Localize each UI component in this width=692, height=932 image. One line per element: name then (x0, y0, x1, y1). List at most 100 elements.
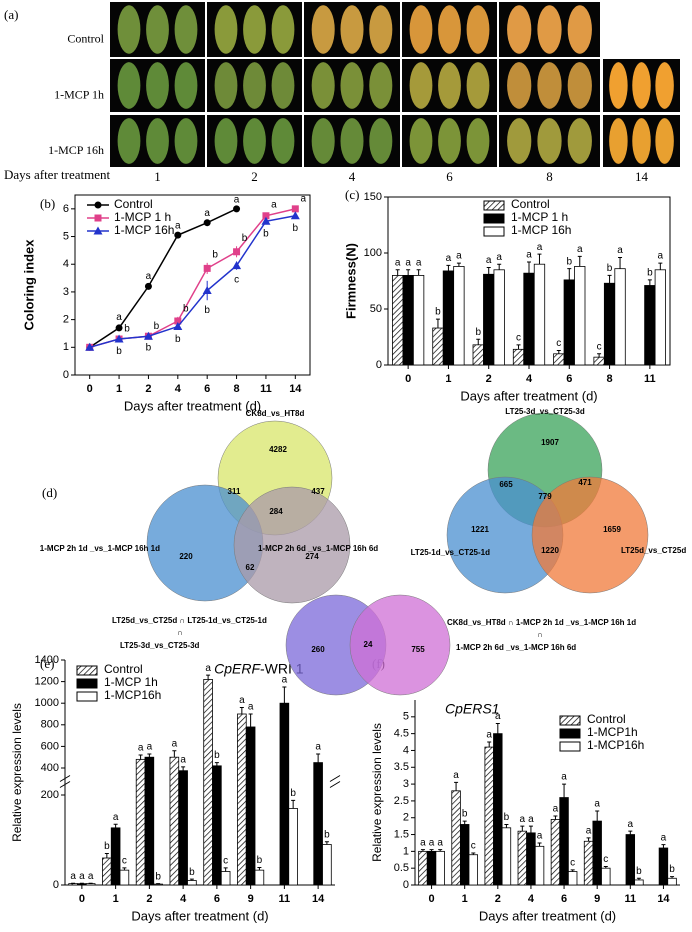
significance-letter: a (175, 220, 181, 231)
significance-letter: c (122, 856, 127, 867)
significance-letter: a (116, 312, 122, 323)
significance-letter: a (453, 770, 459, 781)
bar (85, 883, 96, 886)
x-axis-label: Days after treatment (d) (131, 908, 268, 923)
fruit (537, 5, 562, 54)
error-bar (416, 269, 421, 276)
x-tick-label: 4 (175, 383, 182, 395)
venn-set-label: 1-MCP 2h 6d _vs_1-MCP 16h 6d (258, 544, 378, 553)
fruit (466, 118, 490, 164)
fruit (655, 118, 674, 164)
significance-letter: a (537, 831, 543, 842)
venn-count: 311 (228, 487, 241, 496)
x-tick-label: 1 (113, 893, 119, 905)
significance-letter: c (471, 841, 476, 852)
fruit (655, 62, 674, 109)
legend-label: 1-MCP 16h (114, 223, 174, 237)
bar (644, 285, 656, 366)
x-axis-label: Days after treatment (d) (124, 398, 261, 413)
series-line (89, 208, 237, 348)
error-bar (476, 338, 481, 345)
significance-letter: a (70, 871, 76, 882)
legend-label: Control (104, 662, 143, 676)
significance-letter: a (146, 271, 152, 282)
significance-letter: a (204, 208, 210, 219)
x-tick-label: 2 (145, 383, 151, 395)
point (202, 286, 212, 295)
fruit (243, 5, 266, 54)
error-bar (504, 823, 509, 828)
error-bar (537, 253, 542, 265)
fruit (271, 5, 295, 54)
y-tick-label: 2 (63, 314, 69, 326)
significance-letter: b (669, 864, 675, 875)
significance-letter: a (88, 871, 94, 882)
y-tick-label: 1.5 (394, 828, 409, 840)
fruit (409, 62, 433, 109)
legend-swatch (483, 226, 505, 237)
x-tick-label: 0 (429, 893, 435, 905)
error-bar (495, 723, 500, 734)
significance-letter: a (239, 695, 245, 706)
bar (468, 854, 479, 886)
significance-letter: a (271, 200, 277, 211)
y-tick-label: 100 (364, 247, 382, 259)
panel-label: (c) (345, 187, 359, 202)
bar (614, 268, 626, 366)
y-axis-label: Relative expression levels (10, 703, 24, 842)
venn-set-label: LT25-3d_vs_CT25-3d (505, 407, 585, 416)
bar (212, 765, 222, 886)
venn-count: 1907 (541, 438, 559, 447)
error-bar (670, 876, 675, 879)
significance-letter: a (520, 814, 526, 825)
fruit (438, 5, 461, 54)
bar (313, 762, 323, 886)
bar (435, 850, 445, 886)
legend-swatch (76, 691, 98, 702)
fruit (117, 62, 141, 109)
fruit (567, 5, 592, 54)
point (115, 324, 123, 332)
bar (459, 824, 470, 886)
error-bar (636, 877, 641, 880)
y-tick-label: 0 (53, 879, 59, 891)
fruit (340, 62, 364, 109)
point (291, 205, 299, 213)
bar (592, 820, 602, 886)
point (114, 334, 124, 343)
error-bar (172, 750, 177, 758)
significance-letter: b (242, 233, 248, 244)
significance-letter: a (138, 743, 144, 754)
legend-swatch (559, 715, 581, 726)
x-tick-label: 1 (462, 893, 468, 905)
significance-letter: a (537, 242, 543, 253)
legend-marker (94, 214, 102, 222)
y-tick-label: 0 (403, 879, 409, 891)
significance-letter: b (154, 321, 160, 332)
x-tick-label: 0 (405, 373, 411, 385)
y-tick-label: 5 (403, 711, 409, 723)
error-bar (577, 255, 582, 267)
error-bar (189, 878, 194, 881)
venn-set-label: LT25-1d_vs_CT25-1d (411, 548, 491, 557)
bar (169, 756, 180, 886)
error-bar (520, 825, 525, 832)
legend-swatch (483, 200, 505, 211)
bar (534, 845, 545, 886)
point (173, 322, 183, 331)
significance-letter: b (183, 303, 189, 314)
venn-count: 471 (578, 478, 592, 487)
error-bar (223, 867, 228, 872)
fruit (174, 5, 198, 54)
bar (187, 880, 197, 886)
fruit (243, 118, 266, 164)
bar (237, 713, 247, 886)
significance-letter: a (205, 663, 211, 674)
fruit (146, 62, 169, 109)
x-tick-label: 11 (624, 893, 636, 905)
day-label: 2 (251, 169, 258, 184)
significance-letter: c (223, 856, 228, 867)
significance-letter: a (172, 738, 178, 749)
significance-letter: a (661, 832, 667, 843)
chart-title: CpERF (214, 661, 261, 677)
